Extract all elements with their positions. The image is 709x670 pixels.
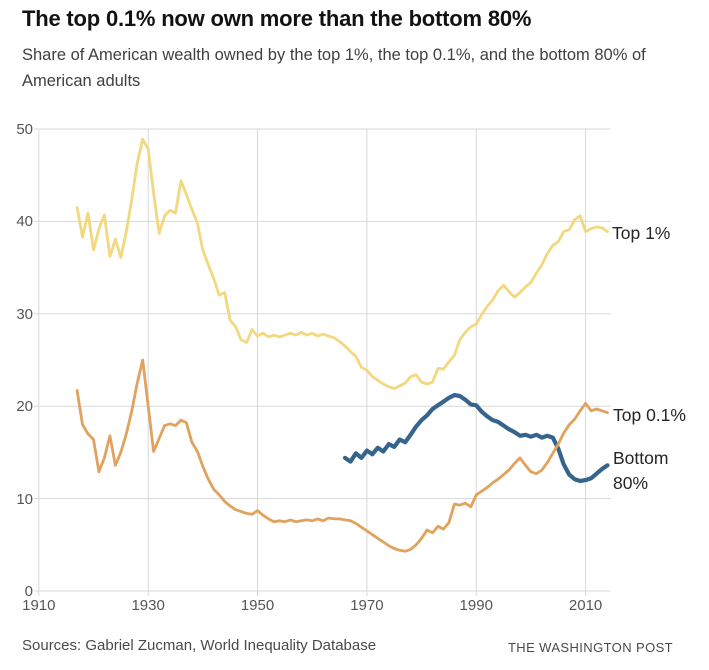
series-line-bottom-80- — [342, 393, 610, 484]
series-label-bottom-80-: Bottom 80% — [613, 448, 669, 493]
y-axis-tick-label: 20 — [16, 398, 33, 416]
y-axis-tick-label: 40 — [16, 213, 33, 231]
x-axis-tick-label: 1990 — [459, 597, 493, 614]
y-axis-tick-label: 50 — [16, 121, 33, 138]
x-axis-tick-label: 1910 — [22, 597, 56, 614]
x-axis-tick-label: 1950 — [240, 597, 275, 614]
series-line-top-1- — [75, 137, 609, 391]
series-line-top-0-1- — [75, 358, 609, 553]
source-note: Sources: Gabriel Zucman, World Inequalit… — [22, 637, 377, 654]
chart-subtitle: Share of American wealth owned by the to… — [22, 46, 646, 90]
chart-title: The top 0.1% now own more than the botto… — [22, 6, 532, 31]
brand-wordmark: THE WASHINGTON POST — [507, 640, 673, 655]
x-axis-tick-label: 1930 — [131, 597, 165, 614]
x-axis-tick-label: 2010 — [568, 597, 603, 614]
y-axis-tick-label: 30 — [16, 305, 33, 323]
series-label-top-1-: Top 1% — [612, 223, 671, 243]
series-label-top-0-1-: Top 0.1% — [613, 405, 686, 425]
x-axis-tick-label: 1970 — [350, 597, 384, 614]
y-axis-tick-label: 0 — [24, 583, 33, 600]
y-axis-tick-label: 10 — [16, 490, 33, 508]
